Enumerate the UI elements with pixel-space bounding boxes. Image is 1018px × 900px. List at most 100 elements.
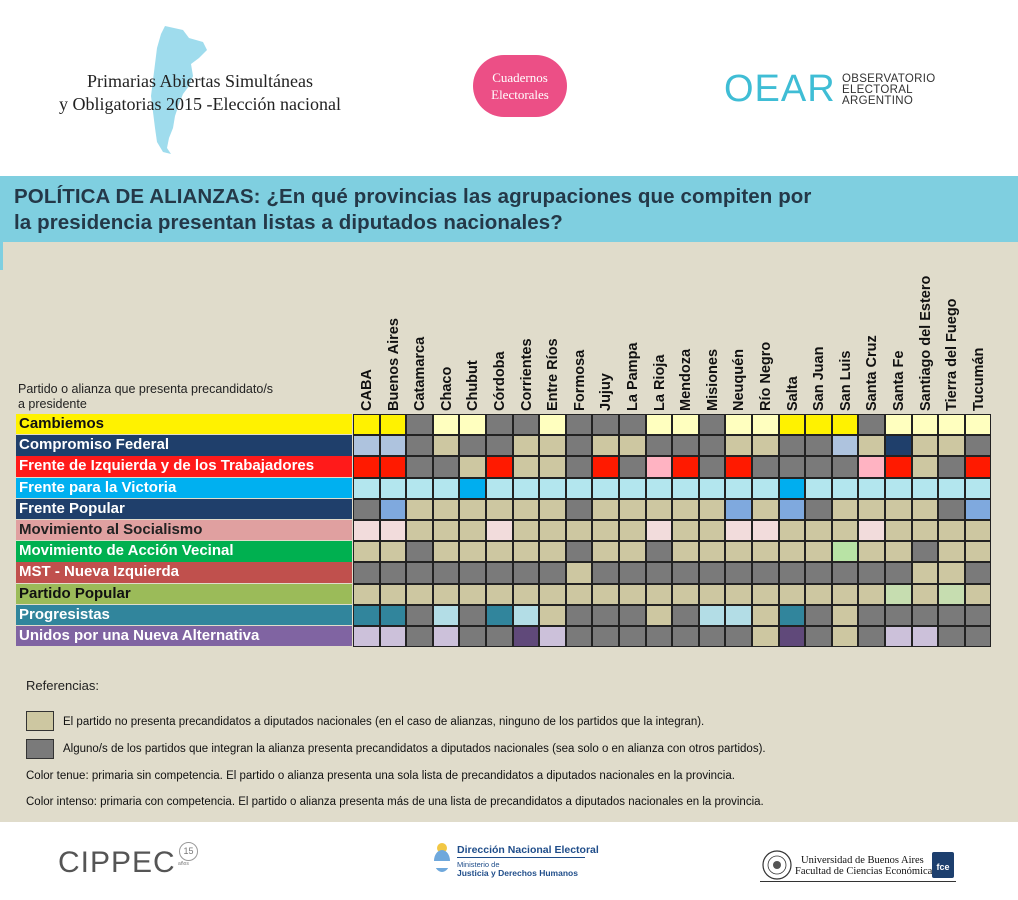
table-cell xyxy=(911,541,939,563)
table-cell xyxy=(672,520,699,542)
table-cell xyxy=(938,520,965,542)
table-cell xyxy=(459,435,486,457)
province-header-label: Tucumán xyxy=(970,347,987,411)
table-cell xyxy=(778,541,806,563)
table-cell xyxy=(512,562,540,584)
province-header-label: Córdoba xyxy=(492,351,508,411)
table-cell xyxy=(911,626,939,648)
table-row: Unidos por una Nueva Alternativa xyxy=(16,626,994,648)
table-cell xyxy=(858,541,885,563)
table-cell xyxy=(619,583,646,605)
table-cell xyxy=(805,435,832,457)
province-header-label: Neuquén xyxy=(731,348,748,411)
province-header-label: San Luis xyxy=(837,350,854,411)
uba-faculty: Facultad de Ciencias Económicas xyxy=(795,866,937,877)
table-cell xyxy=(911,414,939,436)
oear-sub-2: ELECTORAL xyxy=(842,84,913,96)
table-cell xyxy=(938,541,965,563)
table-cell xyxy=(698,541,726,563)
table-cell xyxy=(672,435,699,457)
table-cell xyxy=(805,520,832,542)
province-header: Tierra del Fuego xyxy=(938,248,965,413)
table-cell xyxy=(805,626,832,648)
table-cell xyxy=(406,583,433,605)
table-cell xyxy=(486,477,513,499)
table-cell xyxy=(379,477,407,499)
table-cell xyxy=(752,435,779,457)
alliance-name: Cambiemos xyxy=(16,414,352,435)
table-cell xyxy=(911,456,939,478)
badge-line-2: Electorales xyxy=(491,87,549,102)
table-cell xyxy=(698,435,726,457)
province-header-label: Santa Cruz xyxy=(864,335,881,411)
table-cell xyxy=(698,456,726,478)
province-header: Chubut xyxy=(459,248,486,413)
header: Primarias Abiertas Simultáneas y Obligat… xyxy=(0,0,1018,176)
table-cell xyxy=(486,435,513,457)
table-cell xyxy=(725,456,752,478)
table-cell xyxy=(778,477,806,499)
table-cell xyxy=(406,477,433,499)
table-cell xyxy=(459,414,486,436)
table-cell xyxy=(645,414,673,436)
table-cell xyxy=(512,414,540,436)
table-cell xyxy=(592,562,619,584)
table-cell xyxy=(831,435,859,457)
table-cell xyxy=(353,477,380,499)
uba-name: Universidad de Buenos Aires xyxy=(801,855,924,866)
table-cell xyxy=(406,626,433,648)
table-cell xyxy=(885,626,912,648)
table-cell xyxy=(539,414,566,436)
table-cell xyxy=(379,604,407,626)
table-cell xyxy=(459,456,486,478)
table-cell xyxy=(459,562,486,584)
province-header: Corrientes xyxy=(513,248,540,413)
table-cell xyxy=(406,498,433,520)
province-header: CABA xyxy=(353,248,380,413)
legend-intense-text: Color intenso: primaria con competencia.… xyxy=(26,796,764,808)
table-cell xyxy=(486,626,513,648)
table-cell xyxy=(565,604,593,626)
table-cell xyxy=(672,477,699,499)
badge-line-1: Cuadernos xyxy=(492,70,548,85)
table-cell xyxy=(911,435,939,457)
table-cell xyxy=(619,626,646,648)
table-cell xyxy=(752,520,779,542)
table-cell xyxy=(752,414,779,436)
table-row: Movimiento al Socialismo xyxy=(16,520,994,542)
table-cell xyxy=(831,520,859,542)
table-cell xyxy=(486,498,513,520)
table-cell xyxy=(938,562,965,584)
province-header-label: Catamarca xyxy=(412,336,429,411)
table-cell xyxy=(831,562,859,584)
panel-notch xyxy=(0,242,3,270)
table-cell xyxy=(885,456,912,478)
table-cell xyxy=(831,583,859,605)
question-banner: POLÍTICA DE ALIANZAS: ¿En qué provincias… xyxy=(0,176,1018,242)
table-cell xyxy=(645,477,673,499)
table-cell xyxy=(512,583,540,605)
table-cell xyxy=(565,414,593,436)
banner-line-1: POLÍTICA DE ALIANZAS: ¿En qué provincias… xyxy=(14,185,812,208)
corner-label: Partido o alianza que presenta precandid… xyxy=(18,382,348,412)
table-cell xyxy=(805,562,832,584)
title-line-1: Primarias Abiertas Simultáneas xyxy=(87,71,313,91)
province-header-label: Mendoza xyxy=(678,348,695,411)
table-cell xyxy=(805,477,832,499)
table-cell xyxy=(778,520,806,542)
table-cell xyxy=(539,477,566,499)
legend-gray-text: Alguno/s de los partidos que integran la… xyxy=(63,743,766,755)
table-cell xyxy=(619,435,646,457)
table-cell xyxy=(539,541,566,563)
table-cell xyxy=(645,520,673,542)
table-cell xyxy=(964,456,992,478)
table-cell xyxy=(885,604,912,626)
dne-divider xyxy=(457,857,585,858)
table-cell xyxy=(619,414,646,436)
argentina-coat-of-arms-icon xyxy=(434,843,450,872)
province-header-label: Chaco xyxy=(438,366,455,411)
table-cell xyxy=(565,435,593,457)
table-cell xyxy=(831,604,859,626)
table-cell xyxy=(645,435,673,457)
table-cell xyxy=(885,435,912,457)
